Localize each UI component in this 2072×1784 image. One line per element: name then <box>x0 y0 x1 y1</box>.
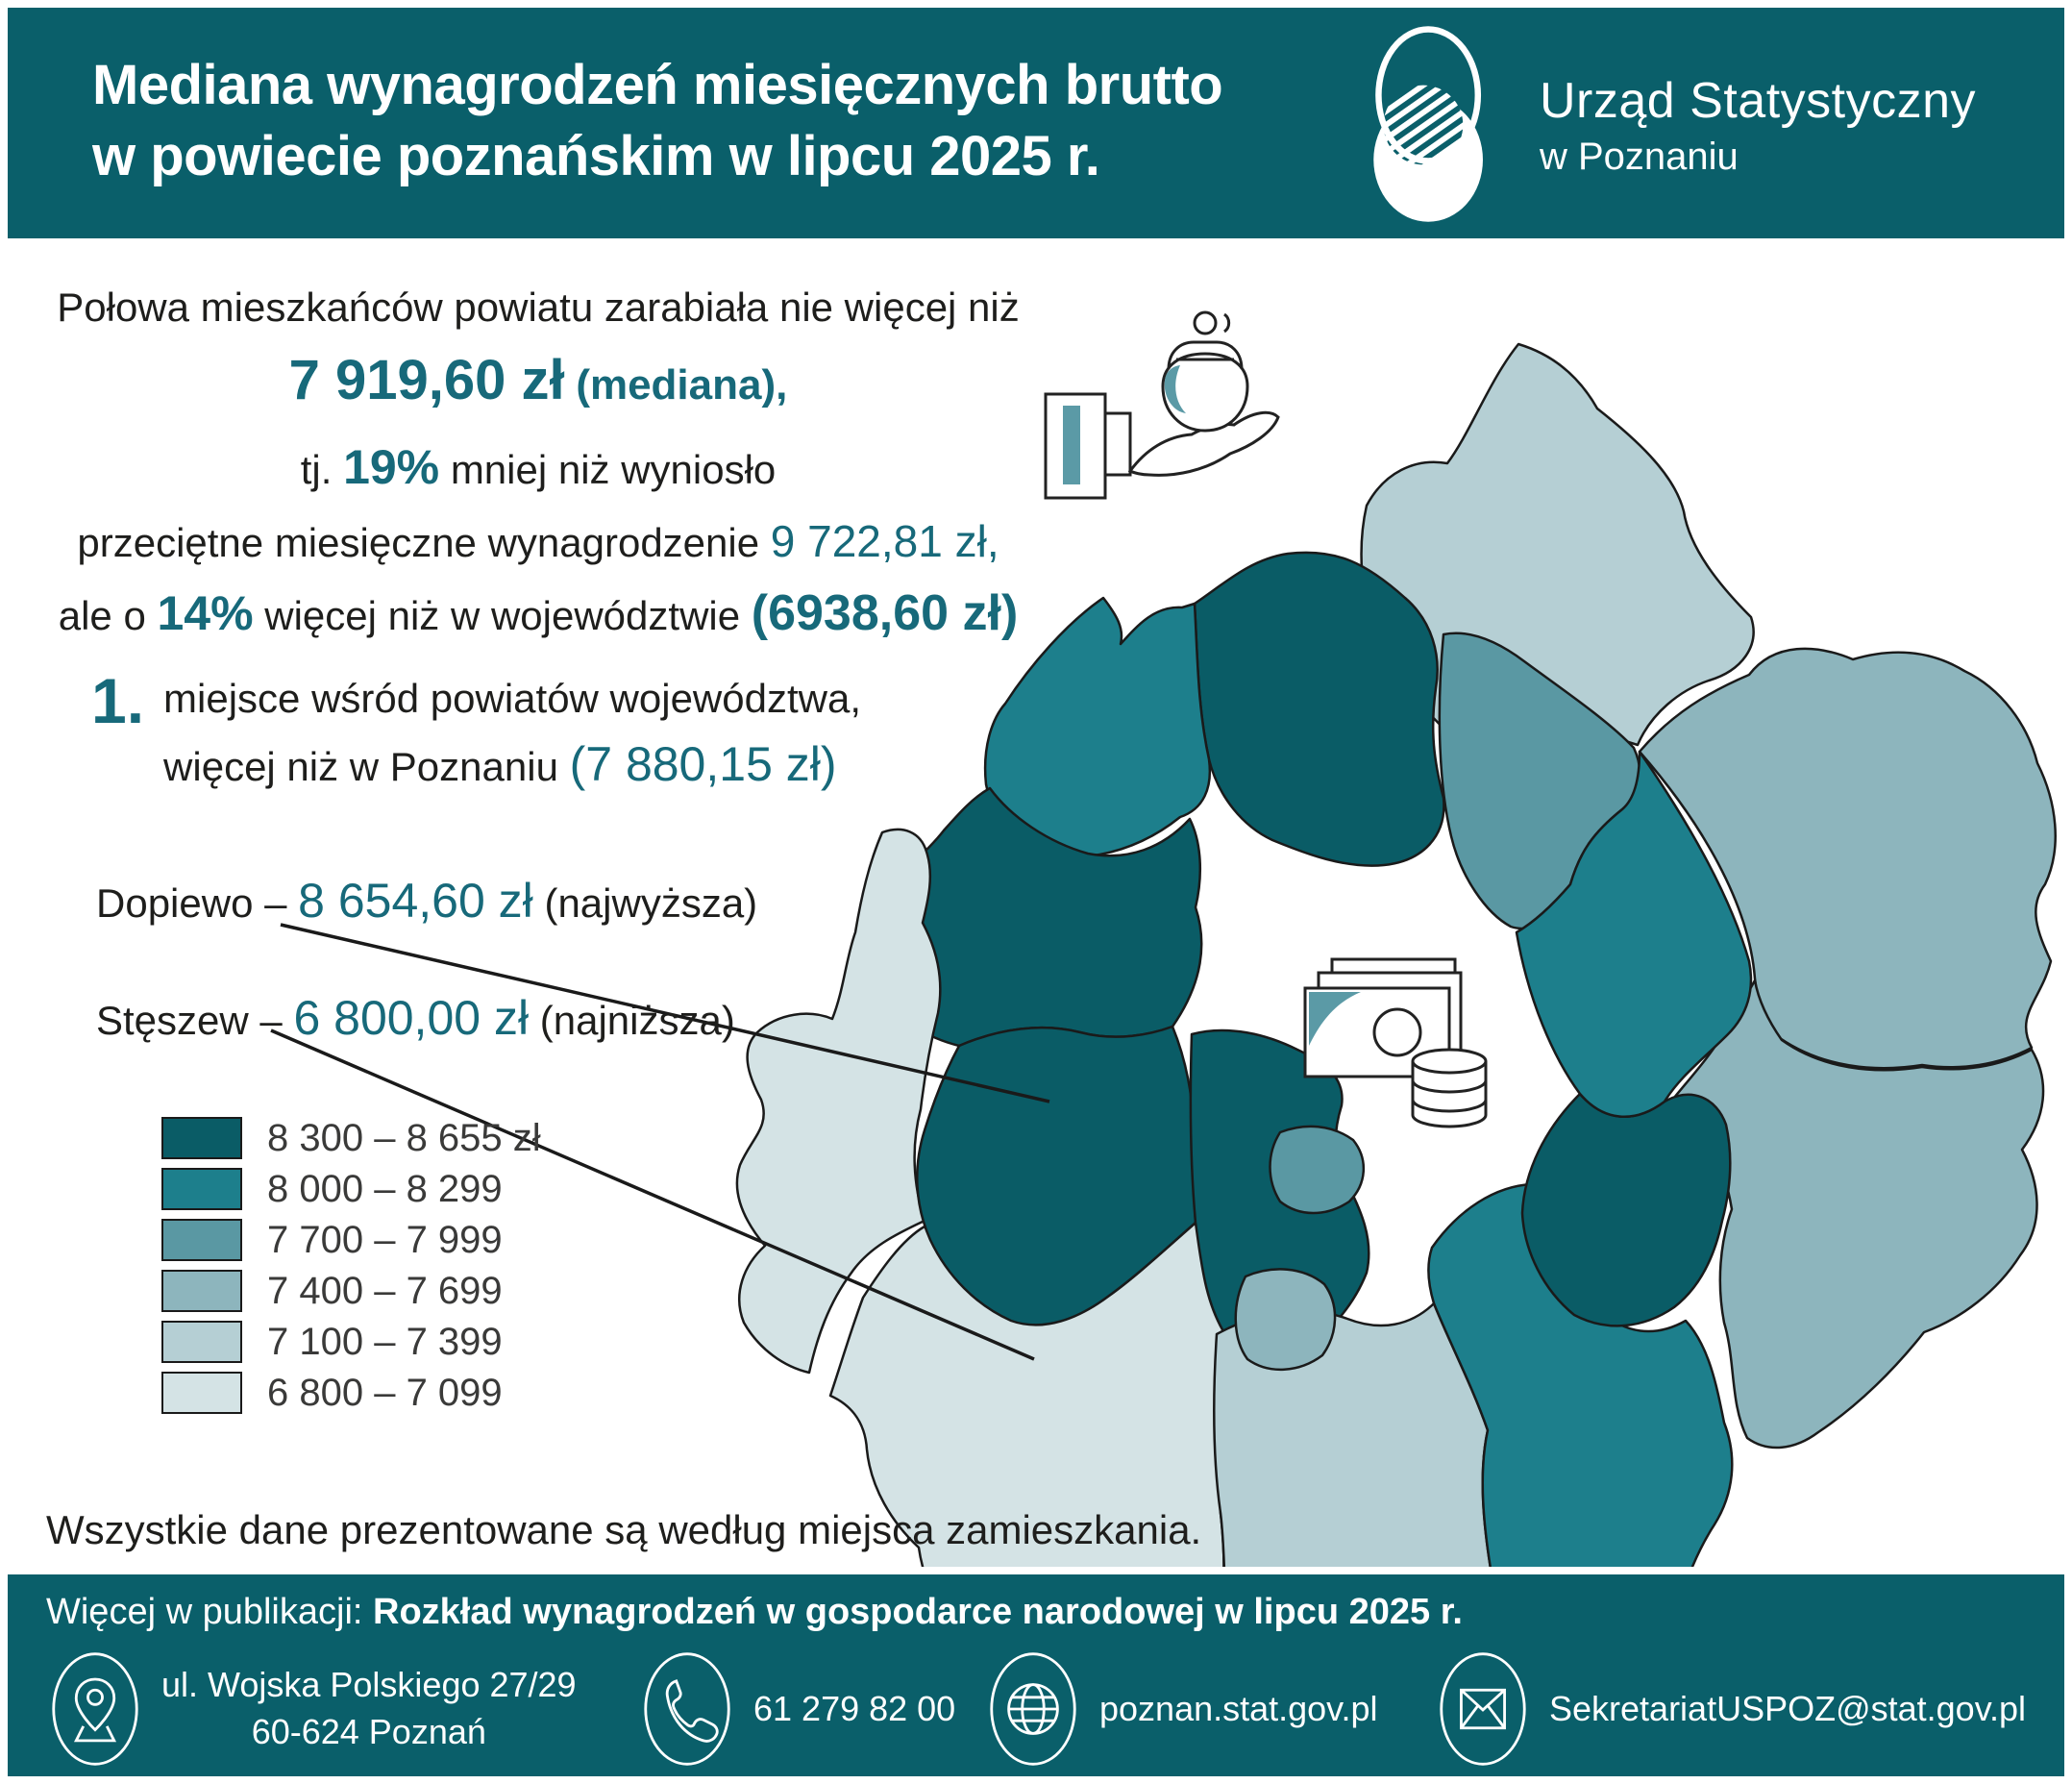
legend-label: 8 300 – 8 655 zł <box>267 1117 541 1159</box>
intro-line5-mid: więcej niż w województwie <box>264 592 741 638</box>
intro-line5-pre: ale o <box>58 592 146 638</box>
median-label: (mediana), <box>576 360 788 409</box>
email-link[interactable]: SekretariatUSPOZ@stat.gov.pl <box>1549 1688 2027 1728</box>
intro-paragraph: Połowa mieszkańców powiatu zarabiała nie… <box>43 281 1033 647</box>
intro-line3: tj. 19% mniej niż wyniosło <box>43 435 1033 501</box>
phone-text: 61 279 82 00 <box>753 1688 956 1728</box>
purse-in-hand-icon <box>1044 310 1280 500</box>
map-region <box>983 596 1212 859</box>
legend-row: 7 700 – 7 999 <box>161 1219 541 1261</box>
rank-line2-pre: więcej niż w Poznaniu <box>163 744 558 789</box>
legend-row: 7 400 – 7 699 <box>161 1270 541 1312</box>
intro-line3-pre: tj. <box>300 446 333 492</box>
lowest-gmina-value: 6 800,00 zł <box>293 991 530 1045</box>
email-text[interactable]: SekretariatUSPOZ@stat.gov.pl <box>1549 1686 2026 1733</box>
contact-phone: 61 279 82 00 <box>642 1649 955 1769</box>
intro-line3-post: mniej niż wyniosło <box>450 446 777 492</box>
map-region <box>1269 1125 1366 1215</box>
phone-icon <box>644 1652 730 1766</box>
address-line1: ul. Wojska Polskiego 27/29 <box>161 1665 577 1705</box>
poznan-median-value: (7 880,15 zł) <box>569 737 837 791</box>
legend-swatch <box>161 1372 242 1414</box>
rank-line2: więcej niż w Poznaniu (7 880,15 zł) <box>163 729 861 801</box>
voivodeship-median-value: (6938,60 zł) <box>751 584 1019 641</box>
page-title-line1: Mediana wynagrodzeń miesięcznych brutto <box>92 54 1223 116</box>
lowest-gmina-name: Stęszew – <box>96 998 283 1043</box>
average-wage-value: 9 722,81 zł, <box>770 516 999 567</box>
publication-line: Więcej w publikacji: Rozkład wynagrodzeń… <box>46 1592 1463 1633</box>
footer-band <box>8 1574 2064 1776</box>
intro-median-line: 7 919,60 zł (mediana), <box>43 343 1033 418</box>
highest-gmina-value: 8 654,60 zł <box>298 874 533 928</box>
legend-label: 7 700 – 7 999 <box>267 1219 503 1261</box>
legend-swatch <box>161 1117 242 1159</box>
map-region <box>1193 551 1445 867</box>
statistical-office-logo: Urząd Statystyczny w Poznaniu <box>1351 23 1976 227</box>
intro-line5: ale o 14% więcej niż w województwie (693… <box>43 580 1033 647</box>
lowest-gmina-note: (najniższa) <box>539 998 735 1043</box>
legend-row: 8 300 – 8 655 zł <box>161 1117 541 1159</box>
logo-text: Urząd Statystyczny w Poznaniu <box>1540 72 1976 179</box>
legend-swatch <box>161 1168 242 1210</box>
page-title-line2: w powiecie poznańskim w lipcu 2025 r. <box>92 125 1100 187</box>
median-value: 7 919,60 zł <box>288 348 565 411</box>
intro-line4-pre: przeciętne miesięczne wynagrodzenie <box>77 520 760 566</box>
legend-label: 7 400 – 7 699 <box>267 1270 503 1312</box>
globe-icon <box>990 1652 1076 1766</box>
legend-row: 6 800 – 7 099 <box>161 1372 541 1414</box>
percent-above-voivodeship: 14% <box>157 585 254 640</box>
website-link[interactable]: poznan.stat.gov.pl <box>1099 1688 1378 1728</box>
highest-gmina-name: Dopiewo – <box>96 880 287 926</box>
map-legend: 8 300 – 8 655 zł 8 000 – 8 299 7 700 – 7… <box>161 1117 541 1423</box>
publication-prefix: Więcej w publikacji: <box>46 1592 363 1632</box>
intro-line1: Połowa mieszkańców powiatu zarabiała nie… <box>57 285 1020 330</box>
map-region <box>1515 750 1753 1118</box>
rank-number: 1. <box>91 665 145 736</box>
page-title: Mediana wynagrodzeń miesięcznych brutto … <box>92 50 1223 192</box>
publication-title: Rozkład wynagrodzeń w gospodarce narodow… <box>373 1592 1463 1632</box>
rank-block: 1. miejsce wśród powiatów województwa, w… <box>91 665 861 801</box>
data-source-note: Wszystkie dane prezentowane są według mi… <box>46 1507 1202 1552</box>
location-pin-icon <box>52 1652 138 1766</box>
legend-swatch <box>161 1219 242 1261</box>
highest-gmina-note: (najwyższa) <box>544 880 758 926</box>
website-text[interactable]: poznan.stat.gov.pl <box>1099 1686 1378 1733</box>
rank-line1: miejsce wśród powiatów województwa, <box>163 676 862 721</box>
rank-text: miejsce wśród powiatów województwa, więc… <box>163 668 861 801</box>
logo-text-line2: w Poznaniu <box>1540 135 1739 178</box>
logo-circles-icon <box>1373 26 1483 222</box>
envelope-icon <box>1440 1652 1526 1766</box>
highest-gmina-label: Dopiewo – 8 654,60 zł (najwyższa) <box>96 873 757 929</box>
legend-row: 8 000 – 8 299 <box>161 1168 541 1210</box>
lowest-gmina-label: Stęszew – 6 800,00 zł (najniższa) <box>96 990 735 1046</box>
map-region <box>1520 1092 1732 1327</box>
banknotes-coins-icon <box>1303 957 1488 1128</box>
map-region <box>1234 1268 1337 1371</box>
contact-email: SekretariatUSPOZ@stat.gov.pl <box>1438 1649 2026 1769</box>
legend-label: 7 100 – 7 399 <box>267 1321 503 1363</box>
address-line2: 60-624 Poznań <box>251 1712 486 1751</box>
legend-label: 6 800 – 7 099 <box>267 1372 503 1414</box>
legend-swatch <box>161 1270 242 1312</box>
contact-address: ul. Wojska Polskiego 27/29 60-624 Poznań <box>50 1649 577 1769</box>
header-band: Mediana wynagrodzeń miesięcznych brutto … <box>8 8 2064 238</box>
contact-website: poznan.stat.gov.pl <box>988 1649 1378 1769</box>
legend-swatch <box>161 1321 242 1363</box>
logo-text-line1: Urząd Statystyczny <box>1540 72 1977 129</box>
legend-label: 8 000 – 8 299 <box>267 1168 503 1210</box>
legend-row: 7 100 – 7 399 <box>161 1321 541 1363</box>
address-text: ul. Wojska Polskiego 27/29 60-624 Poznań <box>161 1662 577 1755</box>
percent-below-average: 19% <box>343 439 440 494</box>
intro-line4: przeciętne miesięczne wynagrodzenie 9 72… <box>43 511 1033 571</box>
